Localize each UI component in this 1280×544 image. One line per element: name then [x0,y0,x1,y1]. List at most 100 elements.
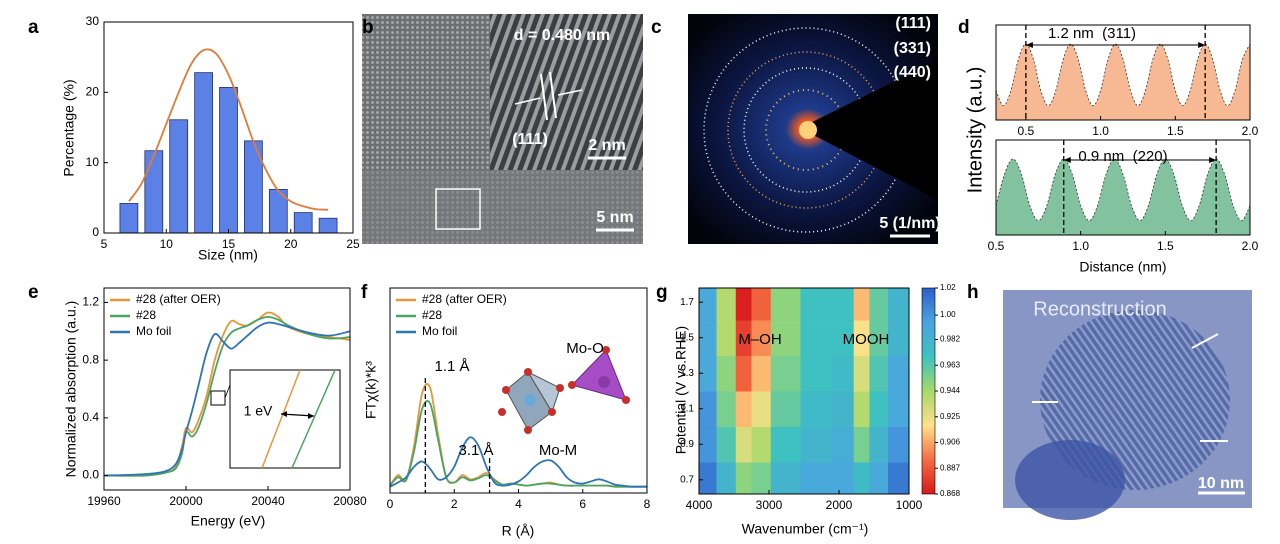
heat-cell [853,426,870,463]
image-label: 10 nm [1198,475,1244,492]
heat-cell [800,426,833,463]
x-tick-label: 19960 [87,494,121,508]
heat-cell [800,391,833,428]
axes-frame [103,287,351,491]
heat-cell [832,391,855,428]
x-tick-label: 2.0 [1242,239,1259,253]
chart: 0 2 4 6 8 R (Å) FTχ(k)*k³ 1.1 Å 3.1 Å Mo-O Mo-M #28… [363,287,651,539]
chart: 19960 20000 20040 20080 0.0 0.4 0.8 1.2 Energy (… [63,287,367,529]
panel-label: b [362,17,374,38]
saed-image-c [688,14,938,244]
axes-frame [995,139,1251,236]
y-tick-label: 0.0 [82,468,99,482]
annotation: MOOH [843,331,890,348]
heat-cell [853,462,870,494]
plot-area [996,158,1250,235]
colorbar-tick-label: 0.868 [940,489,961,498]
heat-cell [699,391,717,428]
bar [194,72,213,233]
y-tick-label: 0.9 [680,439,694,450]
colorbar-tick-label: 0.887 [940,463,961,472]
heat-cell [888,319,909,356]
heat-cell [699,288,717,321]
image-label: (111) [512,131,548,148]
line [104,315,350,477]
colorbar [921,287,936,495]
heat-cell [735,462,752,494]
y-tick-label: 0.4 [82,410,99,424]
bar [144,150,164,233]
colorbar-tick-label: 0.963 [940,360,961,369]
x-tick-label: 20080 [333,494,367,508]
image-label: 2 nm [588,137,625,154]
panel-label: e [28,282,39,303]
x-tick-label: 20040 [251,494,285,508]
x-tick-label: 2 [451,497,458,511]
chart: 0.5 1.0 1.5 2.0 Distance (nm) 0.9 nm (220) [988,139,1259,275]
colorbar-tick-label: 1.02 [940,283,956,292]
y-axis-label: Percentage (%) [61,79,77,176]
chart: 0.5 1.0 1.5 2.0 Intensity (a.u.) 1.2 nm (311) [964,24,1259,194]
colorbar-tick-label: 1.00 [940,310,956,319]
panel-label: f [361,282,368,303]
legend-label: #28 (after OER) [422,292,507,306]
image-label: d = 0.480 nm [514,27,611,44]
heat-cell [832,355,855,392]
heat-cell [888,426,909,463]
x-tick-label: 20 [284,237,298,251]
image-label: (440) [894,64,931,81]
annotation: 1.1 Å [434,358,469,375]
y-tick-label: 1.3 [680,368,694,379]
heat-cell [869,288,889,321]
heat-cell [751,462,772,494]
y-tick-label: 1.1 [680,403,694,414]
x-tick-label: 8 [644,497,651,511]
legend-label: #28 (after OER) [136,292,221,306]
annotation: 1.2 nm (311) [1048,25,1136,42]
panel-label: a [28,17,39,38]
heat-cell [800,462,833,494]
heat-cell [853,288,870,321]
heat-cell [832,319,855,356]
heat-cell [716,355,737,392]
y-axis-label: FTχ(k)*k³ [363,361,379,419]
plot-area [390,383,647,488]
heat-cell [770,288,801,321]
axes-frame [698,287,910,495]
heat-cell [751,391,772,428]
plot-area [119,48,338,233]
heat-cell [699,319,717,356]
y-tick-label: 1.7 [680,297,694,308]
heat-cell [832,462,855,494]
image-label: 5 (1/nm) [879,215,940,232]
colorbar-tick-label: 0.944 [940,386,961,395]
chart: 5 10 15 20 25 0 10 20 30 Size (nm) Percentage (%) [61,14,360,263]
heat-cell [716,288,737,321]
panel-label: h [967,282,979,303]
heat-cell [853,355,870,392]
y-axis-label: Normalized absorption (a.u.) [63,301,79,478]
y-axis-label: Intensity (a.u.) [964,67,986,194]
image-label: Reconstruction [1033,298,1166,320]
y-axis-label: Potential (V vs.RHE) [673,326,689,454]
heat-cell [770,355,801,392]
plot-area [996,43,1250,120]
heat-cell [770,426,801,463]
x-tick-label: 2.0 [1242,124,1259,138]
y-tick-label: 30 [86,14,100,28]
heat-cell [888,288,909,321]
x-tick-label: 4 [515,497,522,511]
colorbar-tick-label: 0.982 [940,335,961,344]
line [104,321,350,477]
heat-cell [716,319,737,356]
heat-cell [800,288,833,321]
image-label: (331) [894,40,931,57]
y-tick-label: 0.7 [680,474,694,485]
x-tick-label: 15 [222,237,236,251]
bar [169,119,189,233]
heat-cell [770,319,801,356]
bar [119,203,139,233]
x-tick-label: 4000 [686,498,713,512]
heat-cell [869,426,889,463]
legend-label: #28 [136,308,156,322]
